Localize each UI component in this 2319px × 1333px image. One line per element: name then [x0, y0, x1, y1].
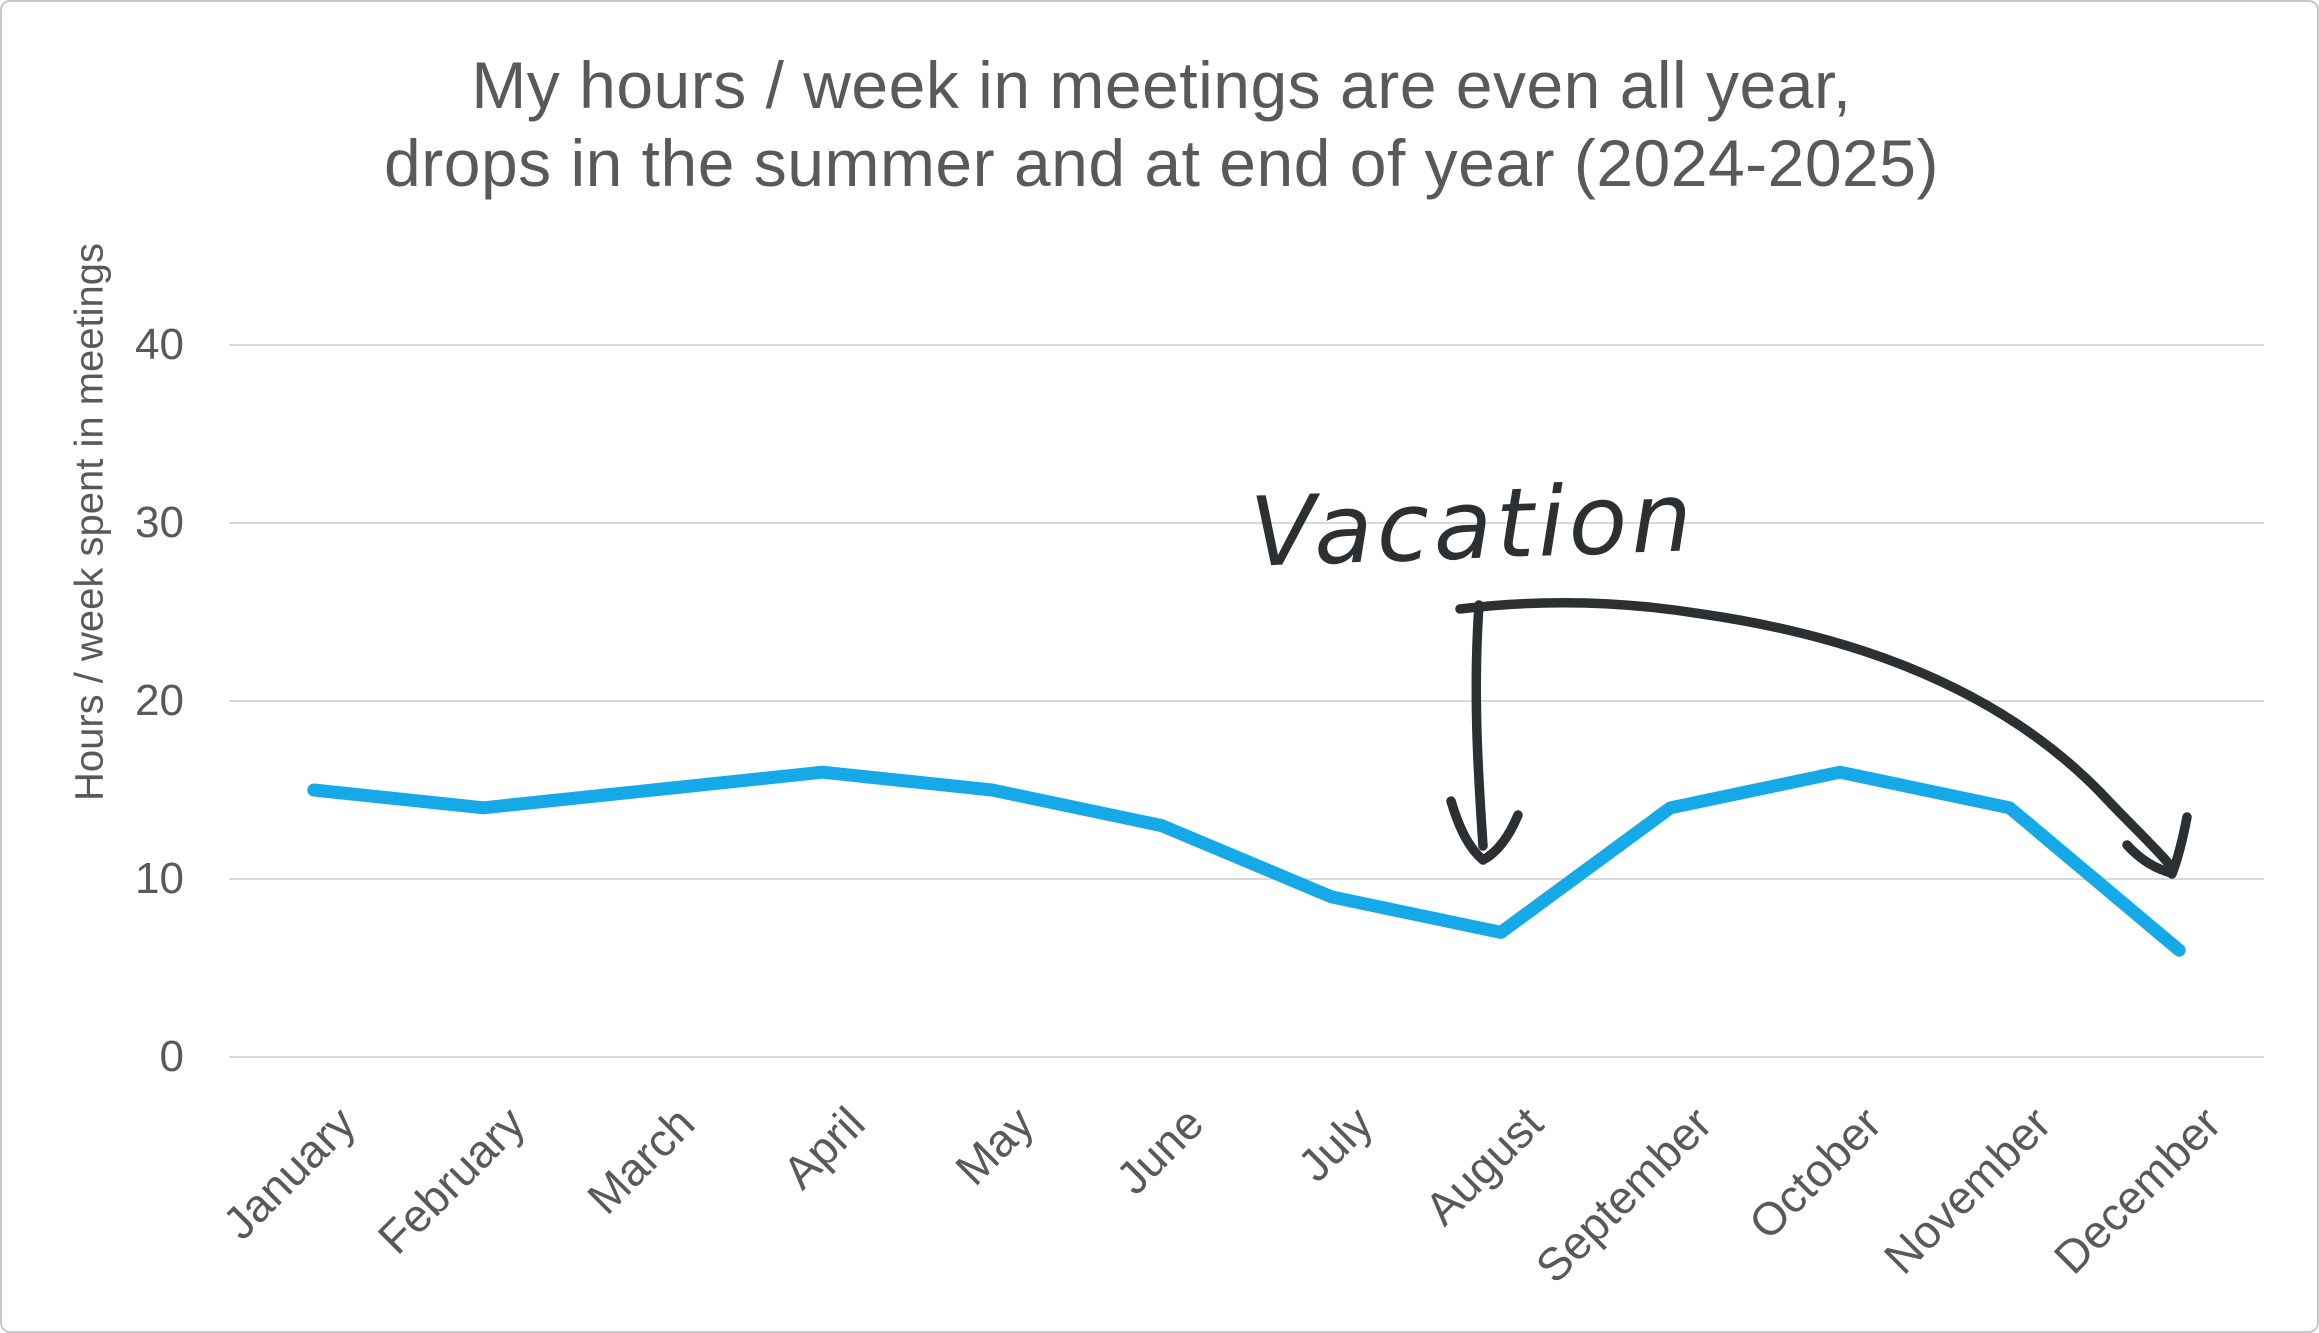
vacation-arrow-august-head: [1446, 796, 1523, 865]
chart-title-line-1: My hours / week in meetings are even all…: [471, 48, 1852, 122]
vacation-arrow-december-head: [2122, 812, 2192, 879]
chart-title-line-2: drops in the summer and at end of year (…: [384, 126, 1939, 200]
gridlines-group: [229, 344, 2264, 1058]
vacation-arrow-december-curve: [1455, 597, 2174, 869]
chart-title: My hours / week in meetings are even all…: [2, 46, 2317, 202]
y-axis-tick-label: 30: [135, 498, 184, 547]
vacation-arrow-august-stem: [1471, 600, 1488, 851]
vacation-annotation: Vacation: [1248, 461, 2192, 879]
data-series-line: [307, 765, 2186, 957]
y-axis-tick-label: 10: [135, 854, 184, 903]
y-axis-tick-label: 40: [135, 320, 184, 369]
vacation-annotation-label: Vacation: [1248, 461, 1697, 588]
y-axis-tick-label: 0: [159, 1032, 184, 1081]
y-axis-tick-label: 20: [135, 676, 184, 725]
